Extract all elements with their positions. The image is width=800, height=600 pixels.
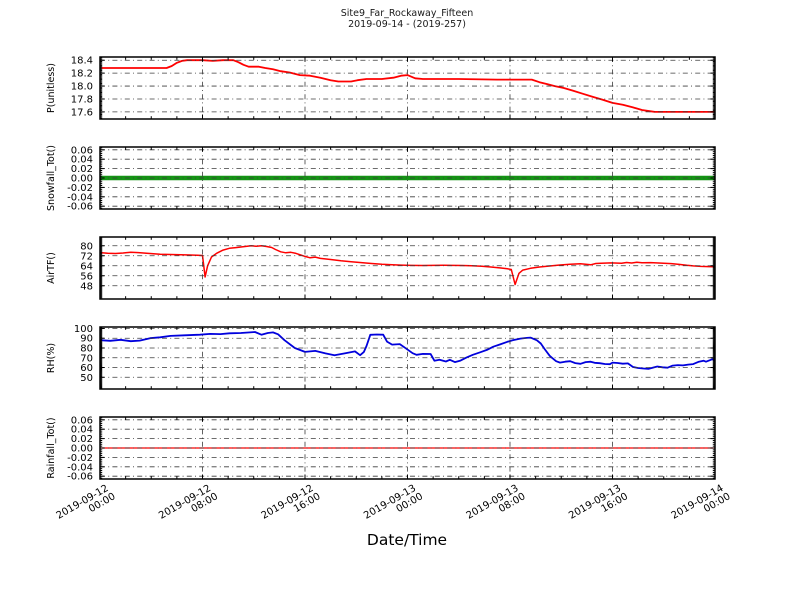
y-tick-label: 17.6 bbox=[71, 107, 93, 118]
axis-ticks bbox=[99, 326, 716, 390]
y-tick-label: 50 bbox=[80, 373, 93, 384]
chart-panel-5: 0.060.040.020.00-0.02-0.04-0.06 Rainfall_… bbox=[46, 415, 716, 483]
axis-ticks bbox=[99, 237, 716, 300]
y-tick-label: 60 bbox=[80, 363, 93, 374]
y-tick-label: 90 bbox=[80, 334, 93, 345]
axis-ticks bbox=[99, 417, 716, 479]
y-tick-label: 70 bbox=[80, 353, 93, 364]
series-line bbox=[100, 331, 715, 370]
y-tick-label: 0.02 bbox=[71, 164, 93, 175]
x-tick-label: 2019-09-1400:00 bbox=[670, 482, 733, 531]
y-tick-label: 0.06 bbox=[71, 145, 93, 156]
y-tick-label: -0.06 bbox=[67, 202, 93, 213]
y-tick-label: 80 bbox=[80, 343, 93, 354]
y-axis-label: P(unitless) bbox=[46, 63, 57, 113]
chart-panel-2: 0.060.040.020.00-0.02-0.04-0.06 Snowfall_… bbox=[46, 145, 716, 213]
svg-text:2019-09-1200:00: 2019-09-1200:00 bbox=[55, 482, 118, 531]
svg-text:2019-09-1216:00: 2019-09-1216:00 bbox=[260, 482, 323, 531]
y-tick-label: 0.02 bbox=[71, 434, 93, 445]
chart-panel-1: 18.4 18.2 18.017.8 17.6 P(unitless) bbox=[46, 56, 716, 120]
y-tick-label: -0.04 bbox=[67, 192, 93, 203]
chart-title-block: Site9_Far_Rockaway_Fifteen 2019-09-14 - … bbox=[7, 8, 800, 30]
chart-subtitle: 2019-09-14 - (2019-257) bbox=[348, 19, 466, 30]
chart-title: Site9_Far_Rockaway_Fifteen bbox=[340, 8, 474, 19]
y-tick-label: 48 bbox=[80, 281, 93, 292]
x-axis-title: Date/Time bbox=[366, 531, 448, 549]
axis-ticks bbox=[99, 57, 716, 119]
svg-text:2019-09-1300:00: 2019-09-1300:00 bbox=[362, 482, 425, 531]
y-tick-label: 17.8 bbox=[71, 94, 93, 105]
y-tick-label: 64 bbox=[80, 261, 93, 272]
y-tick-label: -0.02 bbox=[67, 183, 93, 194]
y-tick-label: 56 bbox=[80, 271, 93, 282]
y-tick-label: -0.02 bbox=[67, 453, 93, 464]
grid bbox=[100, 57, 715, 119]
y-tick-label: 0.06 bbox=[71, 415, 93, 426]
svg-text:2019-09-1316:00: 2019-09-1316:00 bbox=[567, 482, 630, 531]
y-tick-label: 18.2 bbox=[71, 69, 93, 80]
y-axis-label: Snowfall_Tot() bbox=[46, 145, 57, 211]
y-tick-label: 18.4 bbox=[71, 56, 93, 67]
y-tick-label: 72 bbox=[80, 251, 93, 262]
x-tick-label: 2019-09-1300:00 bbox=[362, 482, 425, 531]
y-tick-label: 100 bbox=[74, 324, 93, 335]
grid bbox=[100, 237, 715, 299]
x-tick-label: 2019-09-1200:00 bbox=[55, 482, 118, 531]
series-line bbox=[100, 245, 715, 286]
y-tick-label: -0.04 bbox=[67, 462, 93, 473]
y-tick-label: 0.04 bbox=[71, 155, 93, 166]
x-tick-label: 2019-09-1316:00 bbox=[567, 482, 630, 531]
y-tick-label: 18.0 bbox=[71, 82, 93, 93]
x-tick-label: 2019-09-1216:00 bbox=[260, 482, 323, 531]
x-tick-label: 2019-09-1208:00 bbox=[157, 482, 220, 531]
y-axis-label: Rainfall_Tot() bbox=[46, 417, 57, 478]
svg-text:2019-09-1208:00: 2019-09-1208:00 bbox=[157, 482, 220, 531]
svg-text:2019-09-1400:00: 2019-09-1400:00 bbox=[670, 482, 733, 531]
y-tick-label: -0.06 bbox=[67, 472, 93, 483]
grid bbox=[100, 327, 715, 389]
y-axis-label: RH(%) bbox=[46, 343, 57, 373]
y-tick-label: 0.04 bbox=[71, 425, 93, 436]
svg-text:2019-09-1308:00: 2019-09-1308:00 bbox=[465, 482, 528, 531]
axis-ticks bbox=[99, 147, 716, 209]
y-axis-label: AirTF() bbox=[46, 252, 57, 284]
y-tick-label: 80 bbox=[80, 241, 93, 252]
x-tick-label: 2019-09-1308:00 bbox=[465, 482, 528, 531]
y-tick-label: 0.00 bbox=[71, 174, 93, 185]
y-tick-label: 0.00 bbox=[71, 444, 93, 455]
